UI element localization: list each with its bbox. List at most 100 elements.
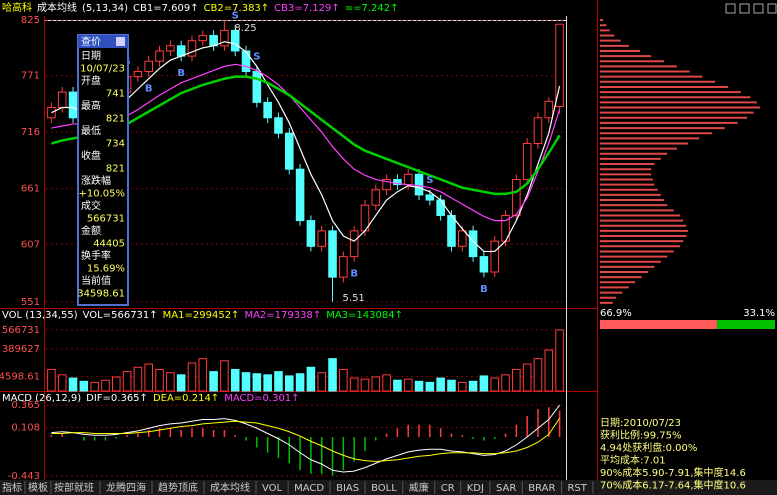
volume-bar — [198, 358, 208, 392]
cost-line — [51, 75, 561, 196]
volume-bar — [349, 377, 359, 392]
y-tick-label: 825 — [21, 15, 40, 26]
quote-label: 当前值 — [81, 274, 111, 287]
quote-label: 最低 — [81, 124, 101, 137]
quote-label: 换手率 — [81, 249, 111, 262]
candle-body — [317, 230, 327, 247]
candle-body — [522, 142, 532, 180]
close-button[interactable] — [116, 37, 125, 46]
y-tick-label: -0.443 — [8, 471, 40, 482]
volume-bar — [447, 379, 456, 392]
volume-bar — [252, 373, 262, 392]
signal-label: S — [232, 10, 239, 21]
candle-body — [68, 91, 78, 119]
volume-bar — [382, 374, 391, 392]
candle-body — [393, 178, 402, 186]
button[interactable] — [725, 3, 736, 14]
candle-body — [544, 100, 554, 119]
quote-label: 日期 — [81, 50, 101, 62]
quote-value: 821 — [106, 114, 125, 125]
quote-value: 821 — [106, 164, 125, 175]
tab[interactable]: RST — [567, 483, 587, 494]
volume-bar — [230, 368, 240, 392]
volume-bar — [436, 377, 445, 392]
tab[interactable]: BIAS — [336, 483, 359, 494]
tab[interactable]: BRAR — [528, 483, 555, 494]
tab[interactable]: KDJ — [467, 483, 484, 494]
volume-bar — [457, 381, 467, 392]
candle-body — [555, 23, 564, 107]
volume-bar — [90, 381, 99, 392]
cost-line — [51, 63, 561, 222]
header-item: CB2=7.383↑ — [204, 3, 270, 14]
y-tick-label: 607 — [21, 239, 40, 250]
window-buttons[interactable] — [725, 3, 777, 14]
profit-segment — [717, 320, 775, 329]
candle-body — [468, 230, 478, 258]
stat-line: 平均成本:7.01 — [600, 454, 666, 467]
header-item: CB1=7.609↑ — [133, 3, 199, 14]
y-tick-label: 389627 — [2, 344, 40, 355]
volume-bar — [68, 377, 78, 392]
volume-bar — [425, 381, 435, 392]
volume-bar — [122, 371, 132, 392]
button[interactable] — [753, 3, 764, 14]
tab[interactable]: CR — [441, 483, 455, 494]
volume-bar — [403, 378, 413, 392]
candle-body — [198, 35, 208, 42]
tab[interactable]: 龙腾四海 — [106, 481, 146, 494]
volume-bar — [339, 368, 348, 392]
volume-bar — [101, 379, 110, 392]
candle-body — [133, 71, 143, 78]
candle-body — [144, 60, 154, 73]
header-item: MA2=179338↑ — [244, 310, 321, 321]
y-tick-label: 716 — [21, 127, 40, 138]
volume-bar — [220, 360, 229, 392]
volume-bar — [522, 363, 532, 392]
volume-bar — [133, 366, 143, 392]
quote-label: 成交 — [81, 199, 101, 212]
tab[interactable]: BOLL — [371, 483, 397, 494]
volume-bar — [512, 368, 521, 392]
tab[interactable]: SAR — [496, 483, 516, 494]
volume-bar — [155, 368, 164, 392]
header-item: VOL=566731↑ — [83, 310, 158, 321]
tab[interactable]: 成本均线 — [210, 481, 250, 494]
signal-label: S — [426, 175, 433, 186]
volume-bar — [479, 375, 489, 392]
tab[interactable]: 威廉 — [409, 481, 429, 494]
tab[interactable]: VOL — [262, 483, 283, 494]
button[interactable] — [767, 3, 777, 14]
profit-segment — [600, 320, 718, 329]
tab[interactable]: 按部就班 — [54, 481, 94, 494]
volume-bar — [47, 368, 56, 392]
volume-bar — [393, 379, 402, 392]
header-item: MA3=143084↑ — [326, 310, 403, 321]
quote-value: 34598.61 — [77, 289, 125, 300]
quote-label: 最高 — [81, 99, 101, 112]
tab[interactable]: 趋势顶底 — [158, 481, 198, 494]
candle-body — [457, 230, 467, 247]
volume-bar — [79, 380, 89, 392]
signal-label: S — [253, 51, 260, 62]
quote-value: 15.69% — [87, 264, 125, 275]
volume-bar — [144, 363, 154, 392]
candle-body — [263, 101, 272, 119]
tab[interactable]: 模板 — [28, 481, 48, 494]
quote-value: 741 — [106, 89, 125, 100]
candle-body — [252, 71, 262, 103]
signal-label: B — [480, 284, 488, 295]
tab[interactable]: MACD — [294, 483, 324, 494]
signal-label: B — [350, 269, 358, 280]
volume-bar — [111, 376, 121, 392]
header-item: MACD (26,12,9) — [2, 393, 81, 404]
quote-value: 10/07/23 — [80, 64, 125, 75]
header-item: DEA=0.214↑ — [153, 393, 219, 404]
tab[interactable]: 指标 — [2, 481, 22, 494]
header-item: MA1=299452↑ — [163, 310, 240, 321]
candle-body — [512, 178, 521, 216]
signal-label: B — [177, 68, 185, 79]
button[interactable] — [739, 3, 750, 14]
header-item: 哈高科 — [2, 1, 32, 14]
volume-bar — [274, 371, 283, 392]
